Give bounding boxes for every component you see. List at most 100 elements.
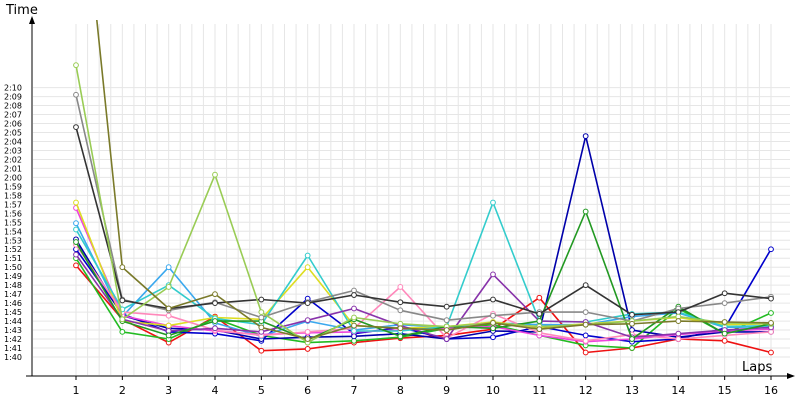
data-point	[582, 133, 589, 139]
y-axis-title: Time	[5, 3, 38, 18]
data-point	[119, 316, 126, 323]
y-tick-labels: 1:401:411:421:431:441:451:461:471:481:49…	[4, 84, 22, 362]
data-point	[73, 239, 79, 245]
data-point	[258, 324, 265, 331]
data-point	[304, 336, 311, 342]
data-point	[582, 332, 589, 339]
data-point	[119, 297, 126, 304]
data-point	[397, 307, 404, 314]
data-point	[582, 208, 589, 215]
data-point	[675, 318, 682, 324]
data-point	[258, 296, 265, 303]
y-tick-label: 1:57	[4, 200, 22, 209]
data-point	[536, 294, 543, 301]
y-tick-label: 1:45	[4, 308, 22, 317]
data-point	[212, 300, 218, 307]
data-point	[304, 252, 311, 259]
y-tick-label: 1:42	[4, 335, 22, 344]
x-tick-label: 9	[443, 384, 450, 397]
data-point	[351, 314, 357, 321]
y-tick-label: 2:00	[4, 173, 22, 182]
data-point	[165, 264, 172, 271]
x-tick-label: 13	[625, 384, 639, 397]
y-tick-label: 1:47	[4, 290, 22, 299]
data-point	[582, 321, 589, 328]
series-15	[96, 20, 774, 342]
data-point	[351, 328, 357, 334]
data-point	[721, 337, 728, 344]
y-tick-label: 2:02	[4, 155, 22, 164]
series-13	[73, 124, 774, 318]
data-point	[675, 336, 682, 342]
data-point	[490, 325, 496, 332]
y-tick-label: 1:52	[4, 245, 22, 254]
x-tick-label: 1	[73, 384, 80, 397]
data-point	[490, 312, 496, 319]
data-point	[768, 295, 774, 302]
data-point	[582, 282, 589, 289]
y-tick-label: 1:40	[4, 353, 22, 362]
data-point	[73, 124, 79, 131]
grid-lines	[33, 24, 790, 375]
y-tick-label: 1:51	[4, 254, 22, 263]
x-tick-label: 6	[304, 384, 311, 397]
data-point	[165, 322, 172, 329]
x-tick-label: 3	[165, 384, 172, 397]
y-tick-label: 1:54	[4, 227, 22, 236]
data-point	[258, 314, 265, 321]
data-point	[629, 320, 635, 327]
x-tick-label: 7	[351, 384, 358, 397]
data-point	[768, 246, 774, 253]
data-point	[351, 305, 357, 312]
data-point	[165, 305, 172, 312]
data-point	[582, 309, 589, 316]
data-point	[212, 325, 218, 332]
y-tick-label: 1:44	[4, 317, 22, 326]
data-point	[212, 291, 218, 298]
x-axis-arrow	[787, 373, 795, 379]
data-point	[768, 349, 774, 356]
data-point	[490, 334, 496, 341]
data-point	[304, 317, 311, 324]
data-point	[721, 290, 728, 297]
data-point	[629, 345, 635, 351]
data-point	[721, 330, 728, 337]
data-point	[351, 292, 357, 298]
data-point	[443, 303, 450, 310]
x-tick-label: 8	[397, 384, 404, 397]
data-point	[721, 319, 728, 325]
y-axis-arrow	[29, 16, 35, 24]
data-point	[768, 310, 774, 316]
data-point	[443, 317, 450, 324]
series-line	[75, 244, 772, 342]
x-tick-label: 15	[718, 384, 732, 397]
data-point	[119, 328, 126, 335]
y-tick-label: 2:09	[4, 93, 22, 102]
y-tick-label: 1:49	[4, 272, 22, 281]
x-tick-label: 4	[212, 384, 219, 397]
data-point	[73, 226, 79, 233]
y-tick-label: 1:43	[4, 326, 22, 335]
data-point	[490, 271, 496, 278]
series-line	[75, 126, 772, 316]
data-point	[258, 309, 265, 316]
data-point	[73, 262, 79, 269]
data-point	[73, 220, 79, 227]
data-point	[490, 199, 496, 206]
y-tick-label: 1:41	[4, 344, 22, 353]
data-point	[490, 296, 496, 303]
x-tick-label: 11	[532, 384, 546, 397]
x-axis-title: Laps	[742, 360, 772, 375]
axes: Time Laps	[5, 3, 795, 379]
series-layer	[73, 20, 774, 356]
data-point	[582, 337, 589, 344]
data-point	[73, 91, 79, 98]
x-tick-label: 10	[486, 384, 500, 397]
y-tick-label: 1:55	[4, 218, 22, 227]
data-point	[258, 347, 265, 354]
y-tick-label: 1:56	[4, 209, 22, 218]
y-tick-label: 1:48	[4, 281, 22, 290]
data-point	[536, 310, 543, 317]
y-tick-label: 2:03	[4, 146, 22, 155]
